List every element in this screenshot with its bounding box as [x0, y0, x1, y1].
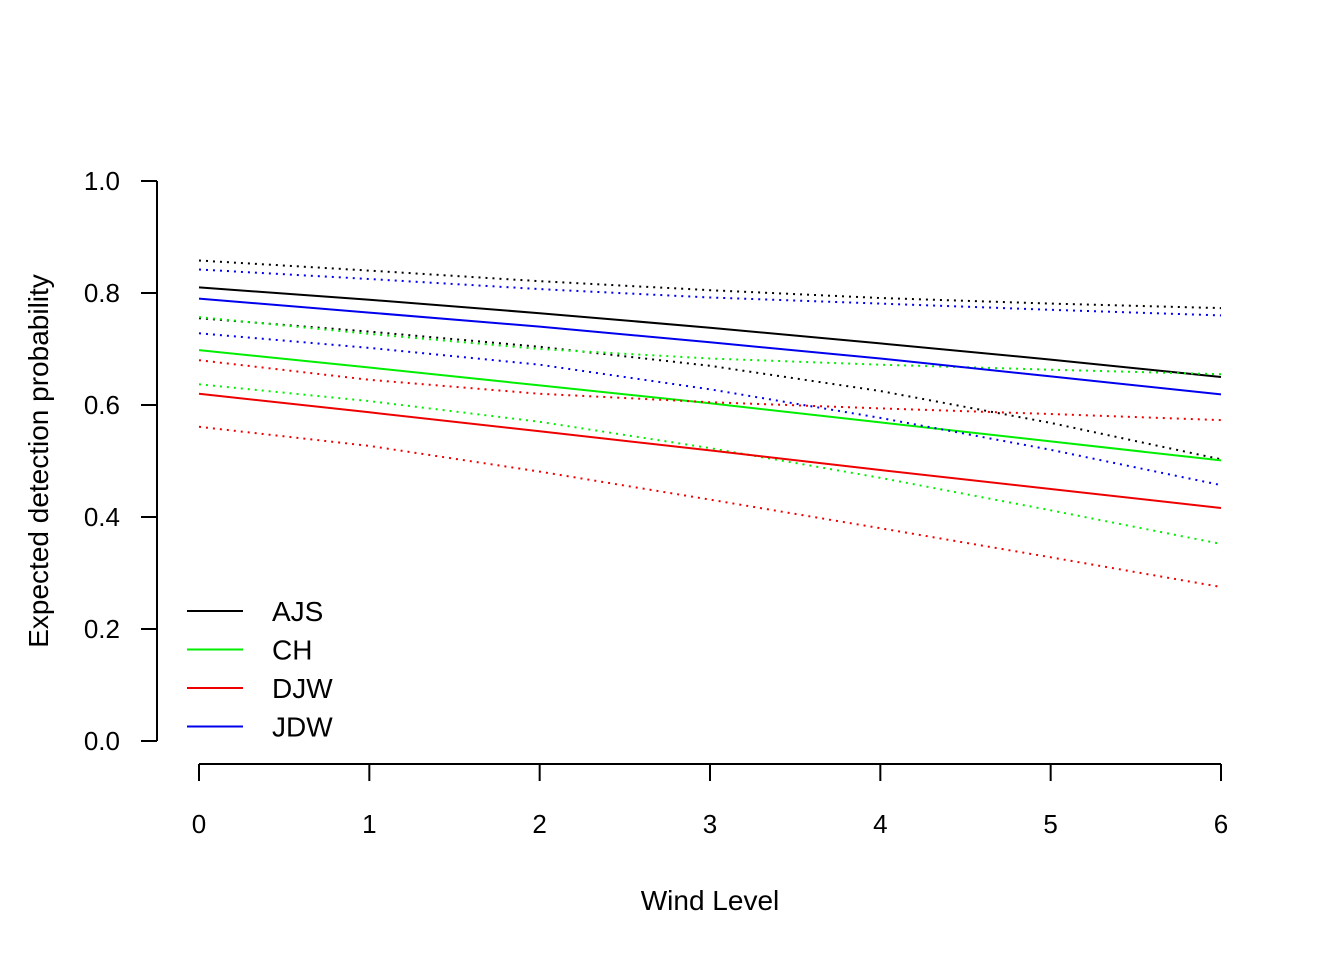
- x-tick-label: 6: [1214, 809, 1228, 839]
- legend-label: AJS: [272, 596, 323, 627]
- x-axis: 0 1 2 3 4 5 6: [192, 763, 1228, 839]
- y-tick-label: 1.0: [84, 166, 120, 196]
- x-tick-label: 0: [192, 809, 206, 839]
- series-djw-line: [198, 392, 1222, 509]
- y-tick-label: 0.4: [84, 502, 120, 532]
- legend-label: JDW: [272, 712, 333, 743]
- series-ch-lower-bound: [198, 383, 1222, 545]
- y-tick-label: 0.0: [84, 726, 120, 756]
- legend-item-djw: DJW: [187, 673, 333, 704]
- series-ajs: [198, 259, 1222, 461]
- x-tick-label: 2: [532, 809, 546, 839]
- legend-item-ch: CH: [187, 635, 312, 666]
- series-ajs-lower-bound: [198, 317, 1222, 461]
- y-tick-label: 0.6: [84, 390, 120, 420]
- y-axis-title: Expected detection probability: [23, 274, 54, 648]
- series-ch-upper-bound: [198, 316, 1222, 376]
- y-tick-label: 0.8: [84, 278, 120, 308]
- series-jdw-line: [198, 297, 1222, 396]
- legend-label: DJW: [272, 673, 333, 704]
- legend-item-ajs: AJS: [187, 596, 323, 627]
- series-layer: [198, 259, 1222, 588]
- series-djw: [198, 359, 1222, 588]
- series-ch-line: [198, 349, 1222, 462]
- legend-label: CH: [272, 635, 312, 666]
- y-tick-label: 0.2: [84, 614, 120, 644]
- x-axis-title: Wind Level: [641, 885, 780, 916]
- series-ajs-line: [198, 286, 1222, 378]
- legend: AJS CH DJW JDW: [187, 596, 333, 743]
- series-jdw: [198, 268, 1222, 487]
- series-ajs-upper-bound: [198, 259, 1222, 310]
- series-ch: [198, 316, 1222, 545]
- x-tick-label: 3: [703, 809, 717, 839]
- series-jdw-upper-bound: [198, 268, 1222, 317]
- y-axis: 0.0 0.2 0.4 0.6 0.8 1.0: [84, 166, 158, 756]
- series-djw-lower-bound: [198, 425, 1222, 588]
- series-djw-upper-bound: [198, 359, 1222, 422]
- x-tick-label: 5: [1043, 809, 1057, 839]
- series-jdw-lower-bound: [198, 332, 1222, 487]
- x-tick-label: 1: [362, 809, 376, 839]
- x-tick-label: 4: [873, 809, 887, 839]
- legend-item-jdw: JDW: [187, 712, 333, 743]
